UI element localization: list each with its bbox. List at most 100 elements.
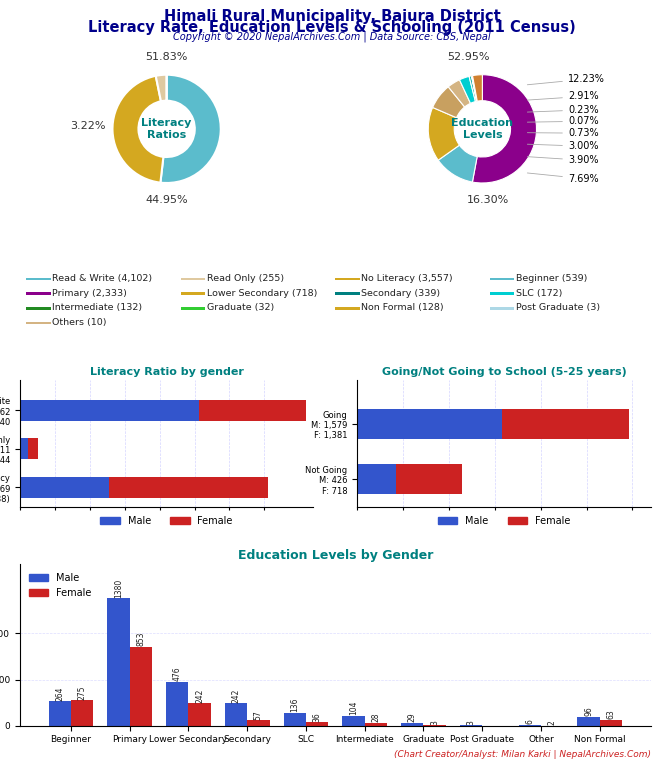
Text: No Literacy (3,557): No Literacy (3,557)	[361, 274, 453, 283]
Text: Graduate (32): Graduate (32)	[207, 303, 274, 313]
Bar	[225, 703, 247, 726]
Text: SLC (172): SLC (172)	[516, 289, 562, 297]
Text: Read Only (255): Read Only (255)	[207, 274, 284, 283]
Text: 0.07%: 0.07%	[527, 116, 598, 126]
Bar	[578, 717, 600, 726]
Text: Himali Rural Municipality, Bajura District: Himali Rural Municipality, Bajura Distri…	[163, 9, 501, 25]
Legend: Male, Female: Male, Female	[25, 569, 95, 601]
Text: Copyright © 2020 NepalArchives.Com | Data Source: CBS, Nepal: Copyright © 2020 NepalArchives.Com | Dat…	[173, 31, 491, 42]
FancyBboxPatch shape	[181, 293, 205, 295]
Wedge shape	[433, 87, 465, 118]
Text: 96: 96	[584, 707, 593, 716]
Text: 7.69%: 7.69%	[527, 173, 598, 184]
Text: Secondary (339): Secondary (339)	[361, 289, 440, 297]
Bar	[48, 701, 71, 726]
Text: 44.95%: 44.95%	[145, 195, 188, 205]
Bar	[365, 723, 387, 726]
Bar	[284, 713, 306, 726]
Bar	[166, 682, 189, 726]
Bar	[343, 716, 365, 726]
Text: 63: 63	[606, 710, 616, 719]
Bar	[396, 464, 462, 494]
Legend: Male, Female: Male, Female	[96, 512, 237, 530]
Title: Literacy Ratio by gender: Literacy Ratio by gender	[90, 367, 244, 377]
Text: 6: 6	[525, 720, 535, 724]
Text: Post Graduate (3): Post Graduate (3)	[516, 303, 600, 313]
FancyBboxPatch shape	[490, 293, 514, 295]
Text: 275: 275	[78, 685, 86, 700]
Wedge shape	[156, 74, 167, 101]
FancyBboxPatch shape	[335, 277, 360, 280]
Text: 3.00%: 3.00%	[527, 141, 598, 151]
Bar	[129, 647, 152, 726]
Text: 28: 28	[371, 713, 380, 723]
Text: 0.73%: 0.73%	[527, 128, 598, 138]
Text: 3.22%: 3.22%	[70, 121, 106, 131]
Wedge shape	[459, 76, 475, 104]
Bar	[20, 439, 28, 459]
Text: 104: 104	[349, 701, 358, 716]
Text: Non Formal (128): Non Formal (128)	[361, 303, 444, 313]
Wedge shape	[471, 76, 477, 101]
Text: Read & Write (4,102): Read & Write (4,102)	[52, 274, 152, 283]
Bar	[357, 409, 502, 439]
Bar	[357, 464, 396, 494]
Text: Others (10): Others (10)	[52, 318, 107, 327]
Title: Going/Not Going to School (5-25 years): Going/Not Going to School (5-25 years)	[382, 367, 626, 377]
Text: 3: 3	[467, 720, 475, 725]
Text: 136: 136	[290, 698, 299, 713]
Text: 853: 853	[136, 632, 145, 646]
Text: 36: 36	[313, 712, 321, 722]
Wedge shape	[473, 74, 482, 101]
Wedge shape	[112, 76, 163, 183]
Text: 52.95%: 52.95%	[448, 52, 490, 62]
FancyBboxPatch shape	[181, 277, 205, 280]
FancyBboxPatch shape	[490, 307, 514, 310]
Text: 51.83%: 51.83%	[145, 52, 188, 62]
Text: 242: 242	[195, 688, 204, 703]
Bar	[189, 703, 210, 726]
Bar	[199, 400, 307, 421]
Wedge shape	[161, 74, 220, 183]
FancyBboxPatch shape	[181, 307, 205, 310]
Bar	[401, 723, 424, 726]
Wedge shape	[448, 80, 471, 107]
Text: 16.30%: 16.30%	[467, 195, 509, 205]
Text: 29: 29	[408, 713, 417, 723]
FancyBboxPatch shape	[490, 277, 514, 280]
Text: 3: 3	[430, 720, 439, 725]
Bar	[71, 700, 93, 726]
FancyBboxPatch shape	[335, 307, 360, 310]
Wedge shape	[428, 108, 459, 161]
Text: Intermediate (132): Intermediate (132)	[52, 303, 142, 313]
Text: 476: 476	[173, 667, 182, 681]
Text: 1380: 1380	[114, 578, 123, 598]
Wedge shape	[472, 74, 537, 183]
Text: 242: 242	[232, 688, 240, 703]
Text: 0.23%: 0.23%	[527, 105, 598, 115]
Text: 57: 57	[254, 710, 263, 720]
FancyBboxPatch shape	[27, 322, 50, 324]
FancyBboxPatch shape	[27, 307, 50, 310]
Bar	[109, 477, 268, 498]
Bar	[20, 477, 109, 498]
Bar	[306, 723, 328, 726]
Wedge shape	[438, 145, 477, 182]
FancyBboxPatch shape	[335, 293, 360, 295]
Text: Beginner (539): Beginner (539)	[516, 274, 587, 283]
Text: 3.90%: 3.90%	[527, 155, 598, 165]
Text: (Chart Creator/Analyst: Milan Karki | NepalArchives.Com): (Chart Creator/Analyst: Milan Karki | Ne…	[394, 750, 651, 759]
Text: Education
Levels: Education Levels	[452, 118, 513, 140]
Bar	[28, 439, 38, 459]
Legend: Male, Female: Male, Female	[434, 512, 574, 530]
Text: Literacy
Ratios: Literacy Ratios	[141, 118, 192, 140]
Bar	[600, 720, 622, 726]
FancyBboxPatch shape	[27, 293, 50, 295]
Text: 2.91%: 2.91%	[527, 91, 598, 101]
Bar	[108, 598, 129, 726]
Text: Lower Secondary (718): Lower Secondary (718)	[207, 289, 317, 297]
Text: Primary (2,333): Primary (2,333)	[52, 289, 127, 297]
Title: Education Levels by Gender: Education Levels by Gender	[238, 548, 433, 561]
Text: 12.23%: 12.23%	[527, 74, 605, 84]
Bar	[247, 720, 270, 726]
